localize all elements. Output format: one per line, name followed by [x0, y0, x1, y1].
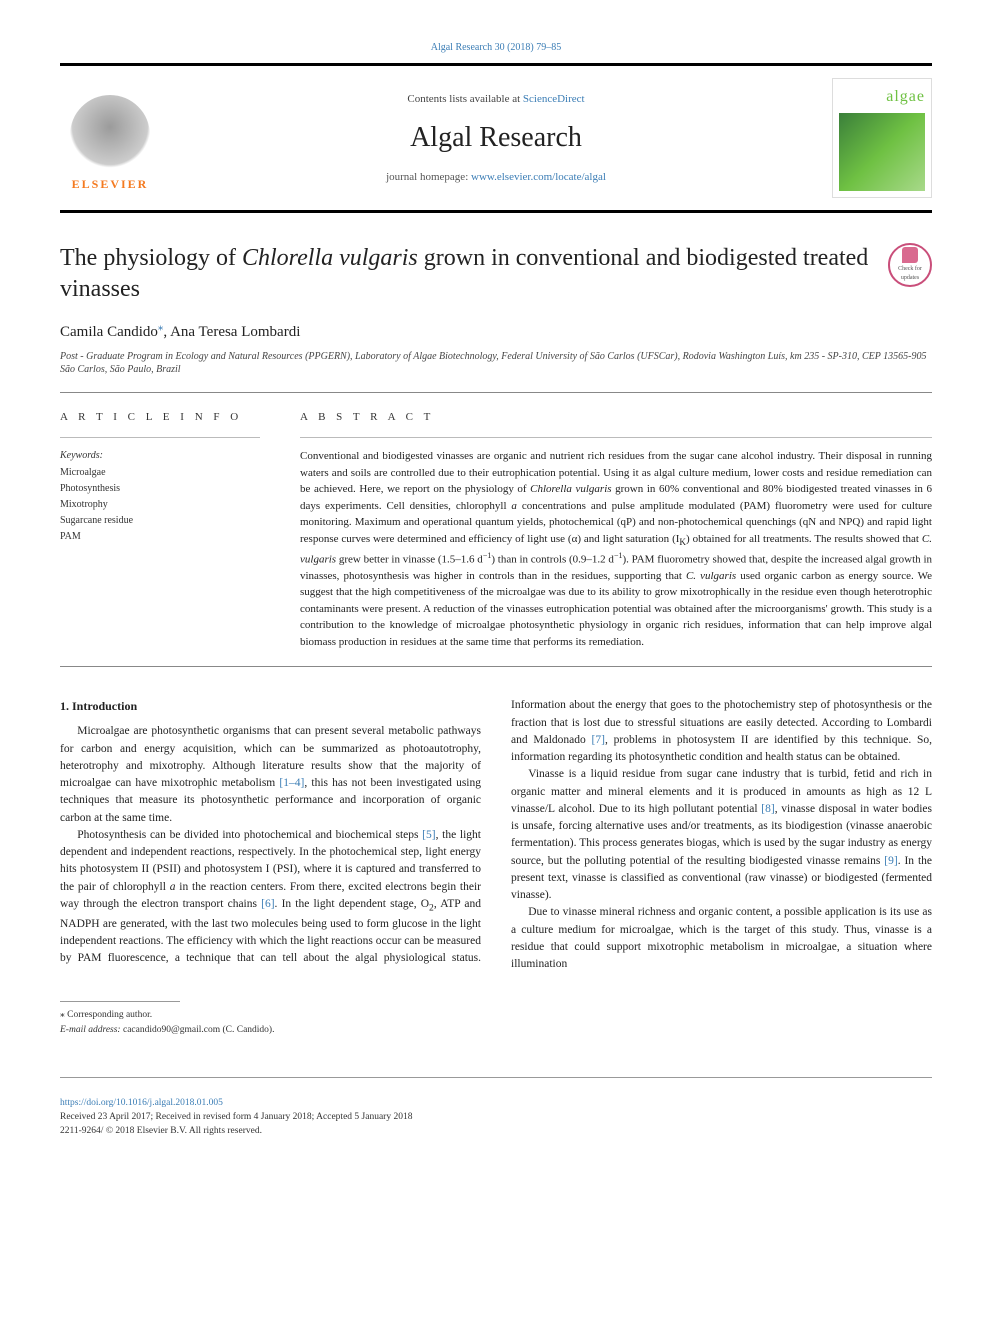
- divider: [60, 666, 932, 667]
- ref-link[interactable]: [1–4]: [279, 777, 304, 789]
- check-updates-badge[interactable]: Check for updates: [888, 243, 932, 287]
- sciencedirect-link[interactable]: ScienceDirect: [523, 93, 585, 105]
- body-text: 1. Introduction Microalgae are photosynt…: [60, 697, 932, 973]
- abstract-column: A B S T R A C T Conventional and biodige…: [300, 409, 932, 651]
- email-link[interactable]: cacandido90@gmail.com: [123, 1025, 220, 1035]
- article-info-column: A R T I C L E I N F O Keywords: Microalg…: [60, 409, 260, 651]
- elsevier-tree-icon: [70, 95, 150, 175]
- email-line: E-mail address: cacandido90@gmail.com (C…: [60, 1023, 932, 1037]
- header-center: Contents lists available at ScienceDirec…: [176, 91, 816, 186]
- corresponding-footnote: ⁎ Corresponding author. E-mail address: …: [60, 1008, 932, 1037]
- keywords-label: Keywords:: [60, 448, 260, 463]
- doi-link[interactable]: https://doi.org/10.1016/j.algal.2018.01.…: [60, 1098, 223, 1108]
- ref-link[interactable]: [6]: [261, 898, 274, 910]
- cover-brand-text: algae: [886, 85, 925, 109]
- intro-p3: Vinasse is a liquid residue from sugar c…: [511, 766, 932, 904]
- homepage-prefix: journal homepage:: [386, 171, 471, 183]
- journal-citation: Algal Research 30 (2018) 79–85: [60, 40, 932, 55]
- bookmark-icon: [902, 247, 918, 263]
- abstract-text: Conventional and biodigested vinasses ar…: [300, 448, 932, 650]
- journal-citation-link[interactable]: Algal Research 30 (2018) 79–85: [431, 42, 562, 53]
- article-title: The physiology of Chlorella vulgaris gro…: [60, 243, 876, 305]
- ref-link[interactable]: [5]: [422, 829, 435, 841]
- cover-image: [839, 113, 925, 191]
- journal-name: Algal Research: [176, 117, 816, 159]
- homepage-link[interactable]: www.elsevier.com/locate/algal: [471, 171, 606, 183]
- contents-line: Contents lists available at ScienceDirec…: [176, 91, 816, 108]
- abstract-divider: [300, 437, 932, 438]
- affiliation: Post - Graduate Program in Ecology and N…: [60, 350, 932, 376]
- keyword: Mixotrophy: [60, 497, 260, 513]
- keyword: PAM: [60, 529, 260, 545]
- author-2: , Ana Teresa Lombardi: [163, 324, 300, 340]
- info-abstract-row: A R T I C L E I N F O Keywords: Microalg…: [60, 409, 932, 651]
- keywords-list: Microalgae Photosynthesis Mixotrophy Sug…: [60, 465, 260, 545]
- ref-link[interactable]: [8]: [761, 803, 774, 815]
- contents-prefix: Contents lists available at: [407, 93, 522, 105]
- divider: [60, 392, 932, 393]
- title-species: Chlorella vulgaris: [242, 245, 418, 271]
- elsevier-logo: ELSEVIER: [60, 83, 160, 193]
- updates-badge-text: Check for updates: [890, 265, 930, 283]
- p2-pre: Photosynthesis can be divided into photo…: [77, 829, 422, 841]
- ref-link[interactable]: [7]: [592, 734, 605, 746]
- abstract-head: A B S T R A C T: [300, 409, 932, 426]
- footnote-rule: [60, 1001, 180, 1002]
- email-who: (C. Candido).: [220, 1025, 274, 1035]
- title-pre: The physiology of: [60, 245, 242, 271]
- keyword: Microalgae: [60, 465, 260, 481]
- intro-p4: Due to vinasse mineral richness and orga…: [511, 904, 932, 973]
- keyword: Sugarcane residue: [60, 513, 260, 529]
- ref-link[interactable]: [9]: [884, 855, 897, 867]
- doi-line: https://doi.org/10.1016/j.algal.2018.01.…: [60, 1096, 932, 1110]
- info-divider: [60, 437, 260, 438]
- email-label: E-mail address:: [60, 1025, 123, 1035]
- article-info-head: A R T I C L E I N F O: [60, 409, 260, 426]
- keyword: Photosynthesis: [60, 481, 260, 497]
- authors: Camila Candido⁎, Ana Teresa Lombardi: [60, 319, 932, 344]
- title-row: The physiology of Chlorella vulgaris gro…: [60, 243, 932, 305]
- homepage-line: journal homepage: www.elsevier.com/locat…: [176, 169, 816, 186]
- copyright-line: 2211-9264/ © 2018 Elsevier B.V. All righ…: [60, 1124, 932, 1138]
- elsevier-text: ELSEVIER: [72, 175, 149, 193]
- section-heading: 1. Introduction: [60, 697, 481, 715]
- received-line: Received 23 April 2017; Received in revi…: [60, 1110, 932, 1124]
- corr-label: ⁎ Corresponding author.: [60, 1008, 932, 1022]
- author-1: Camila Candido: [60, 324, 158, 340]
- intro-p1: Microalgae are photosynthetic organisms …: [60, 723, 481, 827]
- journal-cover: algae: [832, 78, 932, 198]
- article-footer: https://doi.org/10.1016/j.algal.2018.01.…: [60, 1077, 932, 1139]
- journal-header: ELSEVIER Contents lists available at Sci…: [60, 63, 932, 213]
